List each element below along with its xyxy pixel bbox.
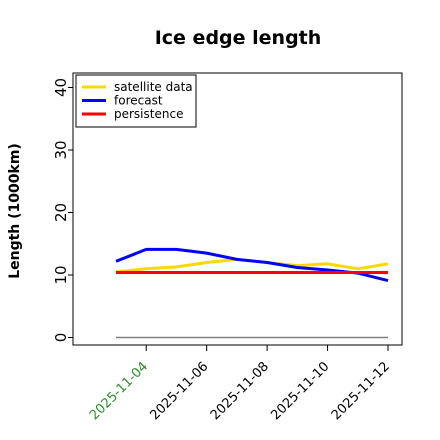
legend-label: satellite data [114, 80, 193, 94]
y-tick-label: 30 [52, 140, 70, 159]
legend-label: forecast [114, 94, 163, 108]
plot-area-frame [72, 72, 403, 346]
x-tick-label: 2025-11-04 [87, 359, 151, 423]
legend-label: persistence [114, 107, 183, 121]
series-line-forecast [115, 247, 389, 283]
y-tick-label: 0 [52, 333, 70, 343]
y-axis-ticks: 0 10 20 30 40 [52, 78, 73, 342]
chart-title: Ice edge length [155, 27, 322, 49]
y-tick-label: 20 [52, 203, 70, 222]
y-axis-label: Length (1000km) [7, 143, 23, 279]
series-lines [115, 247, 389, 339]
x-tick-label: 2025-11-12 [329, 359, 393, 423]
x-tick-label: 2025-11-10 [268, 359, 332, 423]
x-axis-ticks: 2025-11-042025-11-062025-11-082025-11-10… [87, 345, 393, 423]
y-tick-label: 10 [52, 265, 70, 284]
x-tick-label: 2025-11-06 [147, 359, 211, 423]
y-tick-label: 40 [52, 78, 70, 97]
x-tick-label: 2025-11-08 [208, 359, 272, 423]
